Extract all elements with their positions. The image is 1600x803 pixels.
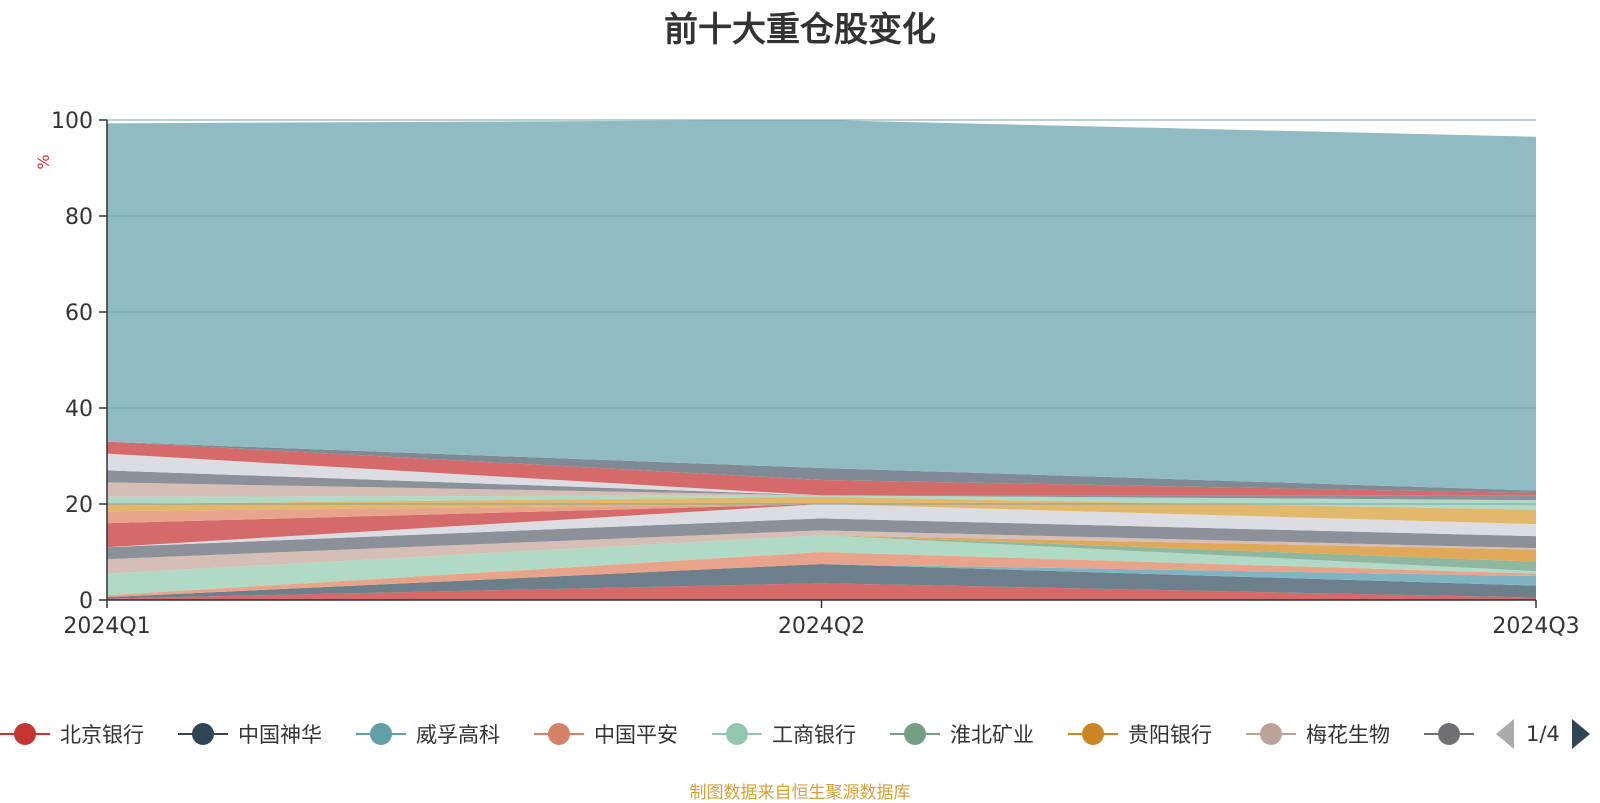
legend-item[interactable]: 中国神华 <box>178 716 322 752</box>
legend-dot-icon <box>904 723 926 745</box>
y-tick-label: 80 <box>65 205 93 230</box>
legend-label: 工商银行 <box>772 723 856 747</box>
area-series-4 <box>107 535 1536 596</box>
legend-marker-icon <box>178 723 228 745</box>
area-series-7 <box>107 530 1536 574</box>
chart-title: 前十大重仓股变化 <box>664 10 936 50</box>
legend-label: 威孚高科 <box>416 723 500 747</box>
area-series-19 <box>107 120 1536 491</box>
legend-label: 梅花生物 <box>1306 723 1390 747</box>
legend-label: 贵阳银行 <box>1128 723 1212 747</box>
area-series-17 <box>107 441 1536 496</box>
y-tick-label: 0 <box>79 589 93 614</box>
area-series-13 <box>107 495 1536 510</box>
chart-plot: 0 20 40 60 80 100% 2024Q1 2024Q2 2024Q3 <box>34 109 1580 639</box>
area-series-8 <box>107 518 1536 560</box>
legend: 北京银行 中国神华 威孚高科 中国平安 工商银行 淮北矿业 贵阳银行 梅花生物 洋 <box>0 716 1482 752</box>
y-axis-label: % <box>34 154 53 169</box>
legend-item[interactable]: 中国平安 <box>534 716 678 752</box>
area-series-11 <box>107 504 1536 525</box>
pager-text: 1/4 <box>1526 722 1560 746</box>
grid-lines <box>107 119 1536 505</box>
area-series-14 <box>107 482 1536 501</box>
legend-item[interactable]: 洋 <box>1424 716 1482 752</box>
legend-marker-icon <box>890 723 940 745</box>
legend-dot-icon <box>370 723 392 745</box>
legend-item[interactable]: 威孚高科 <box>356 716 500 752</box>
area-series-16 <box>107 453 1536 496</box>
pager-prev-icon[interactable] <box>1496 719 1514 749</box>
x-tick-label: 2024Q1 <box>63 614 150 639</box>
x-tick-label: 2024Q2 <box>778 614 865 639</box>
legend-marker-icon <box>0 723 50 745</box>
legend-item[interactable]: 淮北矿业 <box>890 716 1034 752</box>
legend-dot-icon <box>1438 723 1460 745</box>
legend-pager: 1/4 <box>1496 716 1590 752</box>
legend-label: 淮北矿业 <box>950 723 1034 747</box>
legend-item[interactable]: 贵阳银行 <box>1068 716 1212 752</box>
stacked-areas <box>107 120 1536 600</box>
y-tick-label: 100 <box>51 109 93 134</box>
legend-marker-icon <box>534 723 584 745</box>
legend-marker-icon <box>356 723 406 745</box>
area-series-5 <box>107 535 1536 574</box>
source-note: 制图数据来自恒生聚源数据库 <box>689 783 911 803</box>
legend-dot-icon <box>14 723 36 745</box>
axes: 0 20 40 60 80 100% 2024Q1 2024Q2 2024Q3 <box>34 109 1580 639</box>
legend-item[interactable]: 北京银行 <box>0 716 144 752</box>
y-tick-label: 40 <box>65 397 93 422</box>
legend-label: 中国平安 <box>594 723 678 747</box>
area-series-6 <box>107 535 1536 574</box>
legend-marker-icon <box>1424 723 1474 745</box>
area-series-18 <box>107 441 1536 493</box>
area-series-2 <box>107 564 1536 598</box>
y-tick-label: 60 <box>65 301 93 326</box>
legend-item[interactable]: 工商银行 <box>712 716 856 752</box>
y-tick-label: 20 <box>65 493 93 518</box>
area-series-9 <box>107 504 1536 548</box>
legend-label: 中国神华 <box>238 723 322 747</box>
area-series-15 <box>107 470 1536 501</box>
area-series-10 <box>107 504 1536 548</box>
legend-dot-icon <box>1082 723 1104 745</box>
area-series-0 <box>107 583 1536 600</box>
legend-item[interactable]: 梅花生物 <box>1246 716 1390 752</box>
legend-label: 北京银行 <box>60 723 144 747</box>
x-tick-label: 2024Q3 <box>1492 614 1579 639</box>
legend-dot-icon <box>548 723 570 745</box>
legend-marker-icon <box>1246 723 1296 745</box>
area-series-3 <box>107 552 1536 598</box>
legend-dot-icon <box>1260 723 1282 745</box>
legend-dot-icon <box>726 723 748 745</box>
area-series-1 <box>107 564 1536 599</box>
legend-marker-icon <box>1068 723 1118 745</box>
pager-next-icon[interactable] <box>1571 719 1590 749</box>
legend-marker-icon <box>712 723 762 745</box>
legend-dot-icon <box>192 723 214 745</box>
